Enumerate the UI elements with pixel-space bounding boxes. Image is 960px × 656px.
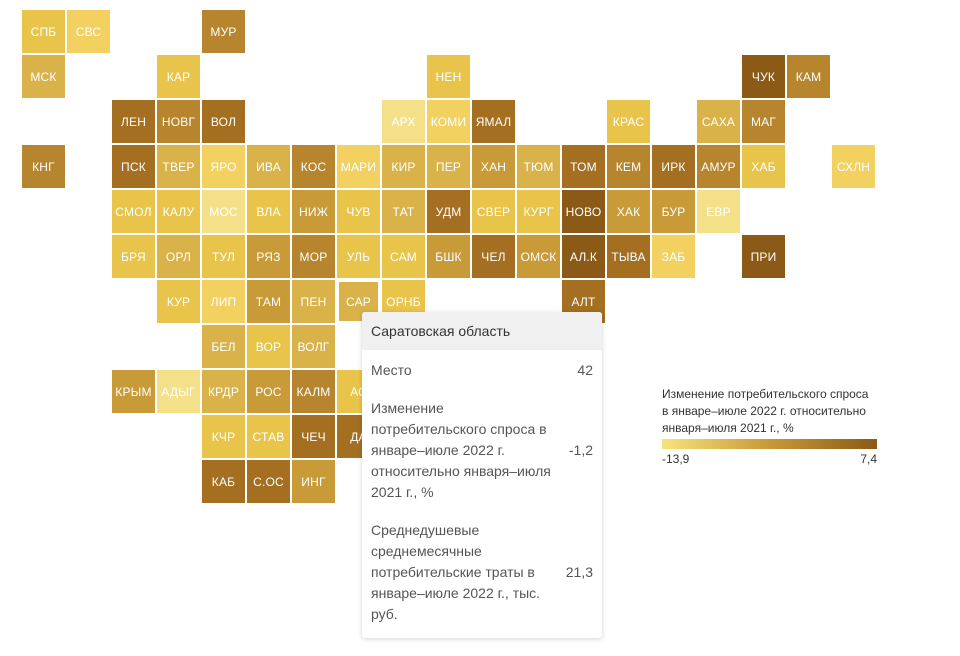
region-tile[interactable]: ХАБ xyxy=(742,145,785,188)
region-tile[interactable]: АЛ.К xyxy=(562,235,605,278)
region-tile[interactable]: АМУР xyxy=(697,145,740,188)
tooltip-label: Среднедушевые среднемесячные потребитель… xyxy=(371,522,541,622)
region-tile[interactable]: ХАН xyxy=(472,145,515,188)
tooltip-value: 21,3 xyxy=(565,564,593,580)
tooltip-row-rank: Место 42 xyxy=(371,360,593,381)
legend-max-label: 7,4 xyxy=(860,452,877,466)
region-tile[interactable]: КОМИ xyxy=(427,100,470,143)
color-legend: Изменение потребительского спроса в янва… xyxy=(662,386,877,466)
region-tooltip: Саратовская область Место 42 Изменение п… xyxy=(362,312,602,638)
region-tile[interactable]: КАР xyxy=(157,55,200,98)
region-tile[interactable]: СПБ xyxy=(22,10,65,53)
region-tile[interactable]: ЯМАЛ xyxy=(472,100,515,143)
region-tile[interactable]: АРХ xyxy=(382,100,425,143)
region-tile[interactable]: КАЛУ xyxy=(157,190,200,233)
region-tile[interactable]: ПСК xyxy=(112,145,155,188)
region-tile[interactable]: САХА xyxy=(697,100,740,143)
region-tile[interactable]: КАЛМ xyxy=(292,370,335,413)
tooltip-value: -1,2 xyxy=(568,442,593,458)
region-tile[interactable]: БШК xyxy=(427,235,470,278)
region-tile[interactable]: ИВА xyxy=(247,145,290,188)
region-tile[interactable]: ОМСК xyxy=(517,235,560,278)
region-tile[interactable]: БРЯ xyxy=(112,235,155,278)
region-tile[interactable]: ПЕР xyxy=(427,145,470,188)
region-tile[interactable]: ЧЕЛ xyxy=(472,235,515,278)
tooltip-title: Саратовская область xyxy=(362,312,602,350)
region-tile[interactable]: КРАС xyxy=(607,100,650,143)
region-tile[interactable]: КИР xyxy=(382,145,425,188)
region-tile[interactable]: СМОЛ xyxy=(112,190,155,233)
region-tile[interactable]: КАБ xyxy=(202,460,245,503)
region-tile[interactable]: МОС xyxy=(202,190,245,233)
region-tile[interactable]: МОР xyxy=(292,235,335,278)
region-tile[interactable]: УЛЬ xyxy=(337,235,380,278)
region-tile[interactable]: ТУЛ xyxy=(202,235,245,278)
region-tile[interactable]: УДМ xyxy=(427,190,470,233)
region-tile[interactable]: МУР xyxy=(202,10,245,53)
region-tile[interactable]: СТАВ xyxy=(247,415,290,458)
region-tile[interactable]: БЕЛ xyxy=(202,325,245,368)
region-tile[interactable]: КРЫМ xyxy=(112,370,155,413)
region-tile[interactable]: ЧУВ xyxy=(337,190,380,233)
region-tile[interactable]: СХЛН xyxy=(832,145,875,188)
region-tile[interactable]: БУР xyxy=(652,190,695,233)
region-tile[interactable]: КЧР xyxy=(202,415,245,458)
region-tile[interactable]: НЕН xyxy=(427,55,470,98)
tooltip-row-spending: Среднедушевые среднемесячные потребитель… xyxy=(371,520,593,625)
region-tile[interactable]: СВЕР xyxy=(472,190,515,233)
region-tile[interactable]: ЛИП xyxy=(202,280,245,323)
region-tile[interactable]: КУРГ xyxy=(517,190,560,233)
region-tile[interactable]: ПРИ xyxy=(742,235,785,278)
region-tile[interactable]: МАГ xyxy=(742,100,785,143)
region-tile[interactable]: ОРЛ xyxy=(157,235,200,278)
region-tile[interactable]: ЗАБ xyxy=(652,235,695,278)
tooltip-row-demand-change: Изменение потребительского спроса в янва… xyxy=(371,398,593,503)
region-tile[interactable]: ЕВР xyxy=(697,190,740,233)
region-tile[interactable]: ТОМ xyxy=(562,145,605,188)
region-tile[interactable]: МАРИ xyxy=(337,145,380,188)
region-tile[interactable]: ВОР xyxy=(247,325,290,368)
region-tile[interactable]: ПЕН xyxy=(292,280,335,323)
region-tile[interactable]: КУР xyxy=(157,280,200,323)
region-tile[interactable]: ТВЕР xyxy=(157,145,200,188)
legend-min-label: -13,9 xyxy=(662,452,690,466)
region-tile[interactable]: РОС xyxy=(247,370,290,413)
region-tile[interactable]: С.ОС xyxy=(247,460,290,503)
region-tile[interactable]: НИЖ xyxy=(292,190,335,233)
tooltip-body: Место 42 Изменение потребительского спро… xyxy=(362,350,602,625)
region-tile[interactable]: НОВГ xyxy=(157,100,200,143)
region-tile[interactable]: ВОЛ xyxy=(202,100,245,143)
region-tile[interactable]: АДЫГ xyxy=(157,370,200,413)
region-tile[interactable]: РЯЗ xyxy=(247,235,290,278)
region-tile[interactable]: САМ xyxy=(382,235,425,278)
region-tile[interactable]: ЛЕН xyxy=(112,100,155,143)
region-tile[interactable]: ЯРО xyxy=(202,145,245,188)
region-tile[interactable]: СВС xyxy=(67,10,110,53)
region-tile[interactable]: КРДР xyxy=(202,370,245,413)
tooltip-label: Изменение потребительского спроса в янва… xyxy=(371,400,551,500)
region-tile[interactable]: КОС xyxy=(292,145,335,188)
region-tile[interactable]: ТАМ xyxy=(247,280,290,323)
region-tile[interactable]: ЧУК xyxy=(742,55,785,98)
region-tile[interactable]: КНГ xyxy=(22,145,65,188)
tooltip-value: 42 xyxy=(577,362,593,378)
region-tile[interactable]: ИНГ xyxy=(292,460,335,503)
legend-scale-labels: -13,9 7,4 xyxy=(662,452,877,466)
region-tile[interactable]: ТЫВА xyxy=(607,235,650,278)
region-tile[interactable]: ИРК xyxy=(652,145,695,188)
region-tile[interactable]: ТЮМ xyxy=(517,145,560,188)
region-tile[interactable]: ЧЕЧ xyxy=(292,415,335,458)
region-tile[interactable]: ВОЛГ xyxy=(292,325,335,368)
region-tile[interactable]: МСК xyxy=(22,55,65,98)
legend-gradient-bar xyxy=(662,439,877,449)
region-tile[interactable]: ХАК xyxy=(607,190,650,233)
region-tile[interactable]: КЕМ xyxy=(607,145,650,188)
region-tile[interactable]: ТАТ xyxy=(382,190,425,233)
region-tile[interactable]: КАМ xyxy=(787,55,830,98)
region-tile[interactable]: ВЛА xyxy=(247,190,290,233)
legend-title: Изменение потребительского спроса в янва… xyxy=(662,387,869,435)
tooltip-label: Место xyxy=(371,362,412,378)
region-tile[interactable]: НОВО xyxy=(562,190,605,233)
